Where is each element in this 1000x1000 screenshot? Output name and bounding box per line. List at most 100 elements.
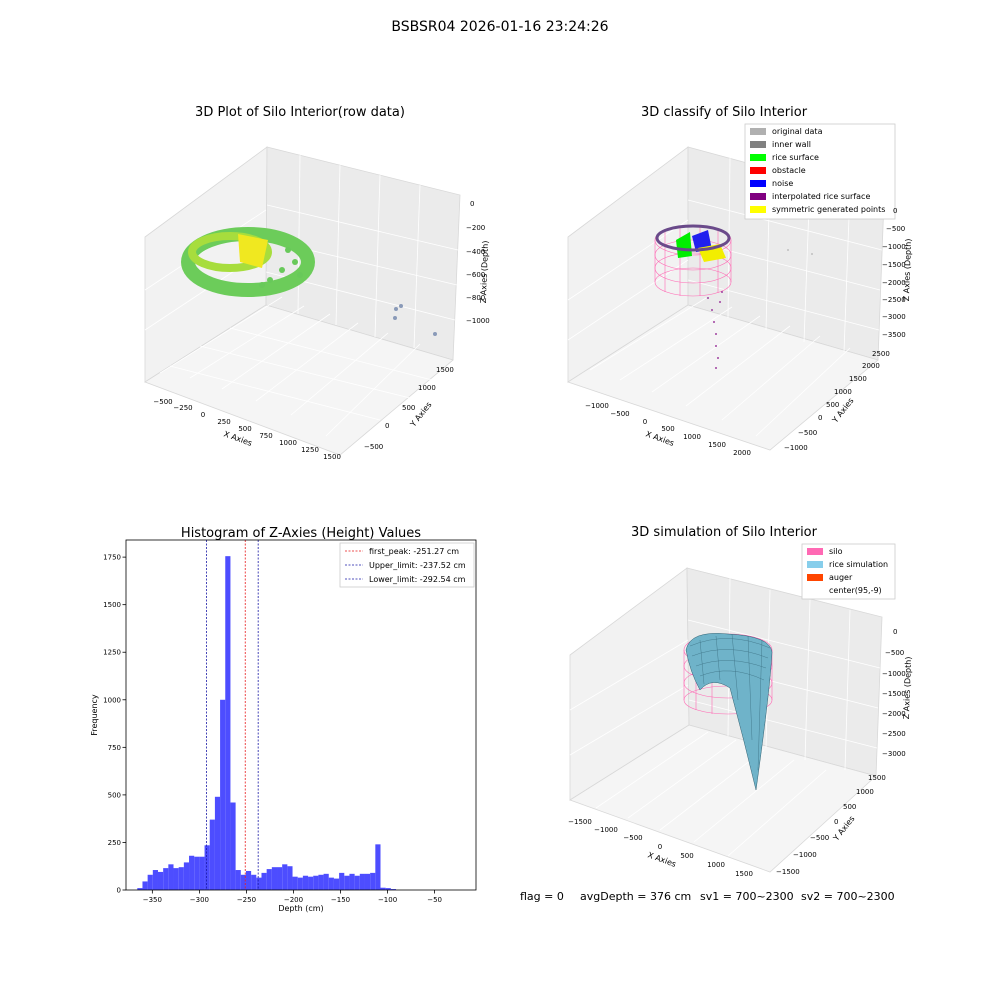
- raw-floor-pane: [144, 304, 454, 456]
- tick-label: 0: [818, 414, 822, 422]
- tick-label: −500: [885, 649, 904, 657]
- tick-label: −50: [427, 896, 442, 904]
- classify-y-ticks: −1000 −500 0 500 1000 1500 2000 2500: [784, 350, 890, 452]
- histogram-bar: [292, 876, 298, 890]
- histogram-bar: [349, 873, 355, 890]
- tick-label: 1250: [301, 446, 319, 454]
- tick-label: 0: [834, 818, 838, 826]
- tick-label: −500: [810, 834, 829, 842]
- tick-label: −400: [466, 248, 485, 256]
- status-sv1: sv1 = 700~2300: [700, 890, 794, 903]
- tick-label: −2000: [882, 710, 906, 718]
- histogram-bar: [204, 845, 210, 890]
- tick-label: −1000: [594, 826, 618, 834]
- tick-label: −500: [364, 443, 383, 451]
- tick-label: 0: [643, 418, 647, 426]
- histogram-bar: [173, 868, 179, 890]
- legend-swatch: [750, 167, 766, 174]
- raw-points-yellow: [238, 234, 268, 268]
- histogram-legend: first_peak: -251.27 cm Upper_limit: -237…: [339, 542, 475, 588]
- histogram-bar: [380, 887, 386, 890]
- tick-label: 0: [893, 207, 897, 215]
- tick-label: −250: [237, 896, 256, 904]
- histogram-bar: [235, 870, 241, 890]
- histogram-bar: [385, 888, 391, 890]
- legend-swatch: [807, 574, 823, 581]
- tick-label: −1500: [568, 818, 592, 826]
- sim-gridlines: [569, 577, 881, 857]
- tick-label: 500: [402, 404, 415, 412]
- classify-inner-wall: [655, 224, 731, 252]
- legend-frame: [339, 542, 475, 588]
- legend-swatch: [750, 193, 766, 200]
- tick-label: −350: [143, 896, 162, 904]
- tick-label: 0: [117, 887, 121, 895]
- panel-raw-title: 3D Plot of Silo Interior(row data): [195, 105, 405, 120]
- legend-swatch: [807, 561, 823, 568]
- histogram-bar: [323, 873, 329, 890]
- tick-label: 1500: [323, 453, 341, 461]
- histogram-vlines: [206, 540, 259, 890]
- legend-swatch: [750, 128, 766, 135]
- tick-label: −1500: [776, 868, 800, 876]
- panel-classify: 3D classify of Silo Interior: [567, 105, 913, 457]
- tick-label: −100: [378, 896, 397, 904]
- histogram-x-label: Depth (cm): [278, 904, 323, 913]
- histogram-bar: [277, 867, 283, 890]
- status-footer: flag = 0 avgDepth = 376 cm sv1 = 700~230…: [520, 890, 895, 903]
- histogram-bar: [287, 866, 293, 890]
- legend-swatch: [807, 548, 823, 555]
- status-avg-depth: avgDepth = 376 cm: [580, 890, 691, 903]
- tick-label: 0: [385, 422, 389, 430]
- tick-label: −1000: [784, 444, 808, 452]
- tick-label: 0: [658, 843, 662, 851]
- histogram-bar: [370, 872, 376, 890]
- tick-label: −500: [623, 834, 642, 842]
- sim-rice-mesh: [689, 633, 771, 771]
- tick-label: −500: [886, 225, 905, 233]
- tick-label: −1500: [882, 690, 906, 698]
- tick-label: 1000: [418, 384, 436, 392]
- raw-z-label: Z Axies (Depth): [479, 240, 490, 303]
- tick-label: 750: [259, 432, 272, 440]
- tick-label: −150: [331, 896, 350, 904]
- tick-label: −800: [466, 294, 485, 302]
- classify-noise-points: [707, 291, 723, 369]
- histogram-bar: [220, 699, 226, 890]
- histogram-title: Histogram of Z-Axies (Height) Values: [181, 526, 421, 541]
- legend-label: silo: [829, 547, 843, 556]
- histogram-bar: [251, 874, 257, 890]
- sim-z-label: Z Axies (Depth): [902, 656, 913, 719]
- legend-label: obstacle: [772, 166, 806, 175]
- tick-label: −1000: [882, 243, 906, 251]
- histogram-bar: [209, 819, 215, 890]
- classify-z-ticks: 0 −500 −1000 −1500 −2000 −2500 −3000 −35…: [882, 207, 906, 339]
- legend-label: Upper_limit: -237.52 cm: [369, 561, 466, 570]
- legend-label: first_peak: -251.27 cm: [369, 547, 459, 556]
- histogram-bar: [344, 875, 350, 890]
- tick-label: −3000: [882, 750, 906, 758]
- histogram-bar: [240, 874, 246, 890]
- raw-x-ticks: −500 −250 0 250 500 750 1000 1250 1500: [153, 398, 341, 461]
- tick-label: −1500: [882, 261, 906, 269]
- histogram-bar: [230, 802, 236, 890]
- sim-x-label: X Axies: [646, 850, 677, 869]
- legend-label: rice simulation: [829, 560, 888, 569]
- classify-original-points: [787, 249, 813, 255]
- tick-label: −500: [798, 429, 817, 437]
- legend-frame: [744, 123, 896, 220]
- tick-label: 250: [108, 839, 121, 847]
- histogram-bar: [194, 856, 200, 890]
- tick-label: 750: [108, 744, 121, 752]
- legend-label: symmetric generated points: [772, 205, 885, 214]
- tick-label: 2000: [862, 362, 880, 370]
- histogram-bar: [261, 872, 267, 890]
- histogram-bar: [354, 875, 360, 890]
- histogram-bar: [147, 874, 153, 890]
- legend-label: interpolated rice surface: [772, 192, 870, 201]
- tick-label: −250: [173, 404, 192, 412]
- simulation-legend: silo rice simulation auger center(95,-9): [801, 543, 896, 600]
- figure-title: BSBSR04 2026-01-16 23:24:26: [391, 19, 608, 35]
- tick-label: 1250: [103, 649, 121, 657]
- histogram-bar: [152, 870, 158, 890]
